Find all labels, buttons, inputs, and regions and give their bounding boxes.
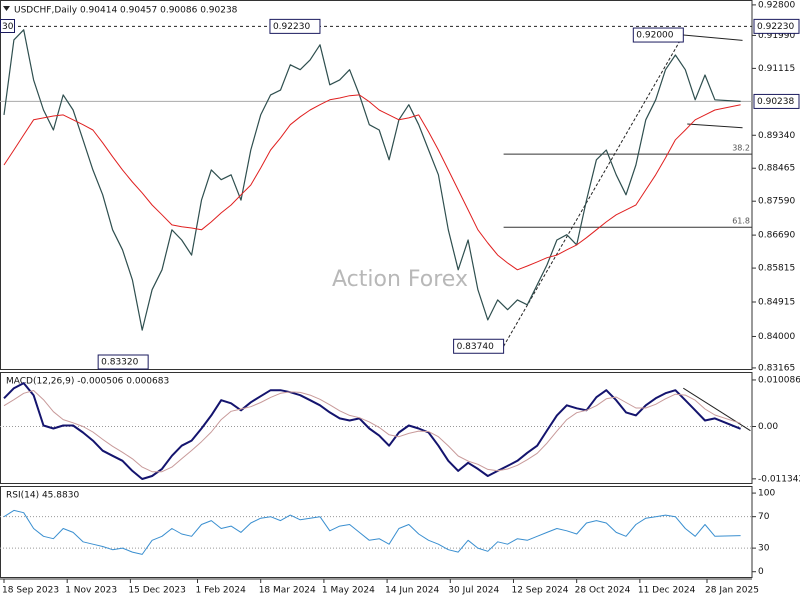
y-tick-label: 30 [758,544,770,554]
y-tick-label: 0.83165 [758,363,795,373]
trendline [687,123,743,129]
annotation-box [453,338,505,354]
annotation-label: 0.92230 [273,22,310,32]
annotation-label: 0.83740 [457,342,494,352]
series-line [3,382,741,480]
x-tick-label: 14 Jun 2024 [385,586,439,596]
x-tick-label: 1 Nov 2023 [65,586,117,596]
x-tick-label: 1 May 2024 [322,586,375,596]
series-line [3,509,741,555]
corner-box [0,19,15,33]
y-tick-label: 0.87590 [758,197,795,207]
annotation-box [269,18,321,34]
annotation-label: 0.92000 [636,31,673,41]
y-tick-label: 70 [758,512,770,522]
panel-frame [0,0,753,370]
y-tick-label: 0.85815 [758,264,795,274]
series-line [3,29,741,331]
y-tick-label: 100 [758,489,775,499]
series-line [3,94,741,271]
x-tick-label: 15 Dec 2023 [128,586,186,596]
x-tick-label: 28 Oct 2024 [575,586,631,596]
y-tick-label: 0.86690 [758,231,795,241]
y-tick-label: 0.84915 [758,297,795,307]
menu-icon [3,6,10,11]
annotation-label: 0.83320 [101,358,138,368]
y-tick-label: 0.84000 [758,332,795,342]
price-label: 0.90238 [757,97,794,107]
panel-frame [0,372,753,484]
y-tick-label: 0.00 [758,422,778,432]
price-label-box [753,18,800,34]
fib-label: 61.8 [732,217,750,226]
price-label: 0.92230 [757,22,794,32]
corner-label: 30 [2,22,14,32]
y-tick-label: 0.89340 [758,131,795,141]
x-tick-label: 12 Sep 2024 [511,586,568,596]
y-tick-label: 0.92800 [758,0,795,10]
x-tick-label: 28 Jan 2025 [705,586,759,596]
annotation-box [97,354,149,370]
y-tick-label: 0.91115 [758,64,795,74]
series-line [3,390,741,473]
x-tick-label: 1 Feb 2024 [196,586,247,596]
y-tick-label: -0.011342 [758,474,800,484]
y-tick-label: 0.010086 [758,375,800,385]
annotation-box [632,27,684,43]
panel-title: MACD(12,26,9) -0.000506 0.000683 [6,377,169,387]
x-tick-label: 18 Sep 2023 [2,586,59,596]
y-tick-label: 0.88465 [758,164,795,174]
trendline [683,34,743,41]
y-tick-label: 0.91990 [758,31,795,41]
chart-title: USDCHF,Daily 0.90414 0.90457 0.90086 0.9… [14,6,238,16]
x-tick-label: 30 Jul 2024 [448,586,499,596]
y-tick-label: 0 [758,567,764,577]
panel-title: RSI(14) 45.8830 [6,491,79,501]
trendline [683,387,751,432]
watermark: Action Forex [332,267,468,292]
price-label-box [753,93,800,109]
x-tick-label: 11 Dec 2024 [638,586,696,596]
panel-frame [0,486,753,578]
fib-label: 38.2 [732,144,750,153]
x-tick-label: 18 Mar 2024 [259,586,316,596]
